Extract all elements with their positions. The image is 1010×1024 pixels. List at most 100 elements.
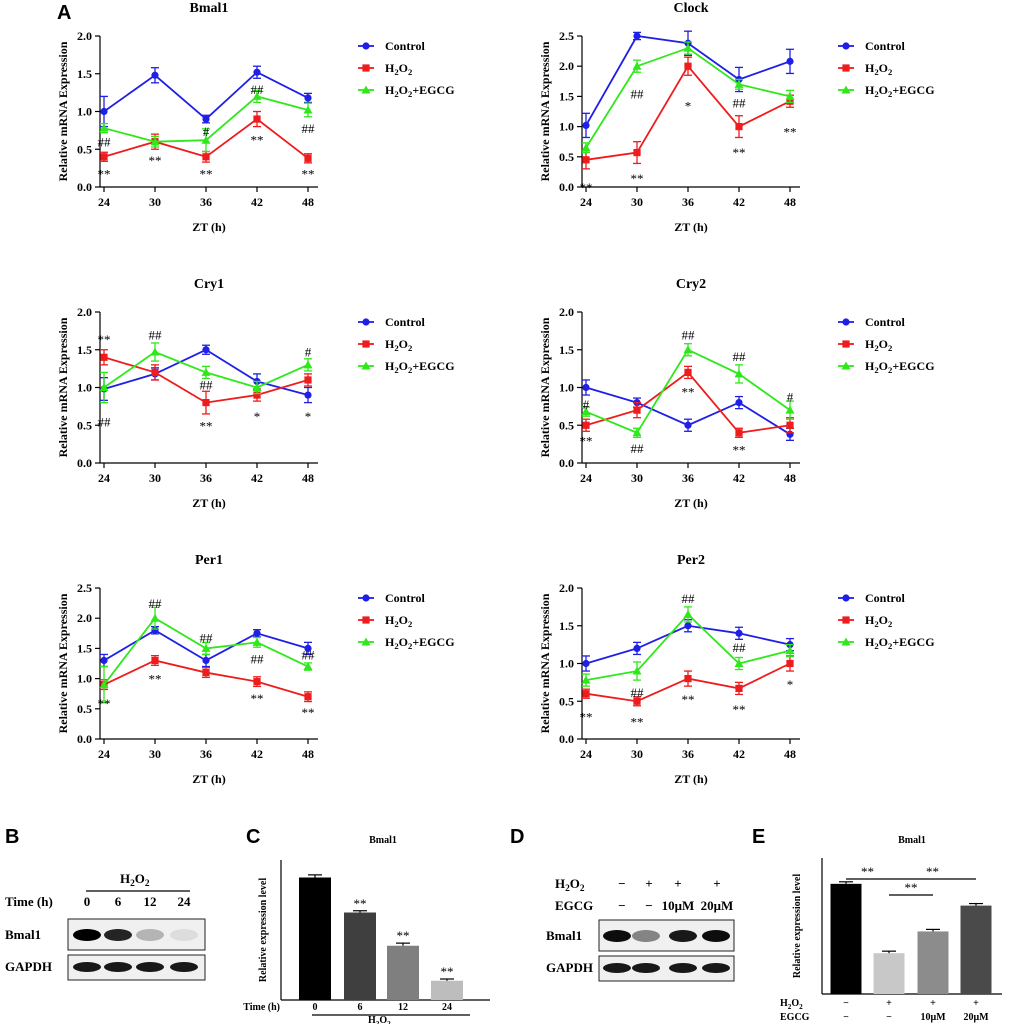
significance-mark: **: [733, 442, 746, 457]
x-tick-label: 30: [149, 747, 161, 761]
data-point: [684, 675, 692, 683]
blot-b-band: [73, 929, 101, 941]
legend-swatch-marker: [362, 42, 370, 50]
data-point: [633, 644, 641, 653]
significance-mark: ##: [200, 631, 214, 646]
panel-letter-a: A: [57, 2, 71, 24]
data-point: [632, 666, 642, 675]
line-chart-per1: Per1 0.0 0.5 1.0 1.5 2.0 2.5 24 30 36 42 48 ZT (h) Re…: [56, 553, 455, 786]
x-tick-label: 42: [733, 747, 745, 761]
series-1: [100, 110, 312, 164]
legend-swatch-marker: [361, 637, 371, 646]
data-point: [252, 383, 262, 391]
x-axis-label: ZT (h): [192, 772, 225, 786]
blot-b-band: [170, 962, 198, 972]
x-tick-label: 42: [251, 195, 263, 209]
legend-label: H2O2: [865, 337, 892, 353]
data-point: [253, 678, 261, 686]
blot-b-band: [104, 929, 132, 941]
data-point: [785, 91, 795, 100]
chart-title: Cry2: [676, 277, 706, 292]
legend-label: H2O2: [385, 61, 412, 77]
x-tick-label: 30: [631, 747, 643, 761]
data-point: [582, 383, 590, 392]
y-tick-label: 1.0: [559, 120, 574, 134]
significance-mark: #: [203, 124, 210, 139]
x-tick-label: 30: [149, 195, 161, 209]
y-tick-label: 1.5: [559, 619, 574, 633]
series-1: [582, 56, 794, 170]
time-label: Time (h): [243, 1002, 280, 1013]
series-line: [103, 71, 309, 121]
significance-mark: ##: [733, 640, 747, 655]
x-tick-label: 42: [733, 471, 745, 485]
legend-swatch-marker: [361, 361, 371, 370]
data-point: [151, 656, 159, 665]
data-point: [785, 405, 795, 414]
y-tick-label: 1.5: [559, 89, 574, 103]
significance-mark: ##: [251, 82, 265, 97]
y-tick-label: 1.0: [559, 381, 574, 395]
data-point: [99, 123, 109, 132]
bar-chart-c: Bmal1 Relative expression level 0 ** 6 ** 12 **…: [243, 835, 490, 1024]
y-tick-label: 0.0: [77, 732, 92, 746]
data-point: [785, 646, 795, 655]
blot-b-time: 24: [178, 894, 192, 909]
h2o2-row-mark: +: [886, 998, 892, 1009]
x-tick-label: 48: [302, 471, 314, 485]
data-point: [202, 656, 210, 665]
data-point: [735, 684, 743, 693]
significance-mark: ##: [302, 121, 316, 136]
significance-mark: ##: [631, 685, 645, 700]
significance-mark: ##: [251, 652, 265, 667]
data-point: [201, 643, 211, 652]
legend-label: H2O2: [865, 61, 892, 77]
x-tick-label: 24: [580, 471, 592, 485]
y-tick-label: 0.0: [559, 732, 574, 746]
significance-mark: **: [926, 864, 939, 879]
legend-label: H2O2+EGCG: [385, 83, 455, 99]
x-tick-label: 24: [98, 471, 110, 485]
egcg-row-mark: −: [886, 1012, 892, 1023]
y-tick-label: 2.0: [77, 305, 92, 319]
legend-label: H2O2+EGCG: [865, 83, 935, 99]
data-point: [735, 429, 743, 437]
data-point: [734, 369, 744, 378]
bar: [344, 912, 376, 1000]
x-axis-label: ZT (h): [674, 496, 707, 510]
blot-d-h2o2: +: [713, 876, 720, 891]
x-tick-label: 42: [251, 747, 263, 761]
blot-d-band: [669, 930, 697, 942]
x-tick-label: 48: [784, 747, 796, 761]
significance-mark: **: [580, 709, 593, 724]
x-tick-label: 48: [784, 195, 796, 209]
significance-mark: ##: [733, 95, 747, 110]
significance-mark: **: [580, 180, 593, 195]
significance-mark: **: [98, 696, 111, 711]
data-point: [633, 697, 641, 705]
data-point: [100, 656, 108, 665]
significance-mark: **: [149, 153, 162, 168]
blot-d-band: [669, 963, 697, 973]
x-tick-label: 24: [98, 195, 110, 209]
legend-label: H2O2+EGCG: [385, 359, 455, 375]
data-point: [100, 153, 108, 161]
data-point: [150, 347, 160, 356]
y-tick-label: 0.0: [77, 456, 92, 470]
legend: Control H2O2 H2O2+EGCG: [838, 39, 935, 99]
blot-d-band: [603, 930, 631, 942]
data-point: [303, 662, 313, 671]
y-tick-label: 2.0: [77, 29, 92, 43]
data-point: [582, 659, 590, 668]
legend-label: H2O2: [865, 613, 892, 629]
series-0: [582, 379, 794, 442]
data-point: [201, 135, 211, 144]
series-1: [582, 655, 794, 707]
blot-d-band: [702, 963, 730, 973]
series-2: [581, 343, 795, 438]
panel-letter-c: C: [246, 826, 260, 848]
data-point: [100, 107, 108, 116]
significance-mark: ##: [149, 328, 163, 343]
legend-label: H2O2+EGCG: [385, 635, 455, 651]
